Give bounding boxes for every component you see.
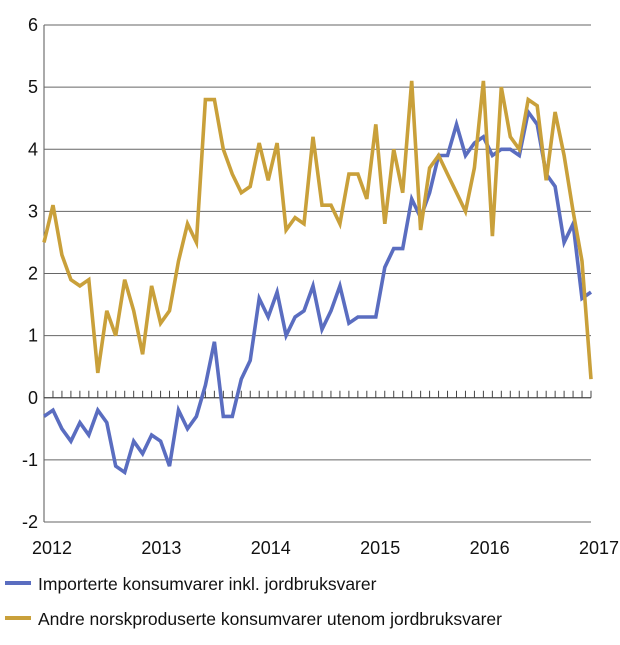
y-tick-label: 1 <box>28 326 38 346</box>
x-tick-label: 2016 <box>470 538 510 558</box>
legend: Importerte konsumvarer inkl. jordbruksva… <box>5 574 502 629</box>
legend-label-andre: Andre norskproduserte konsumvarer utenom… <box>38 609 502 629</box>
x-axis-ticks: 2012 2013 2014 2015 2016 2017 <box>32 390 619 558</box>
series-lines <box>42 80 593 476</box>
y-tick-label: 2 <box>28 264 38 284</box>
y-axis-ticks: -2 -1 0 1 2 3 4 5 6 <box>22 15 38 532</box>
x-tick-label: 2012 <box>32 538 72 558</box>
x-tick-label: 2015 <box>360 538 400 558</box>
x-tick-label: 2017 <box>579 538 619 558</box>
series-line-0 <box>42 107 593 476</box>
y-tick-label: 5 <box>28 77 38 97</box>
legend-label-importerte: Importerte konsumvarer inkl. jordbruksva… <box>38 574 377 594</box>
y-tick-label: 3 <box>28 201 38 221</box>
x-tick-label: 2013 <box>141 538 181 558</box>
y-tick-label: -1 <box>22 450 38 470</box>
series-line-1 <box>42 80 593 380</box>
x-tick-label: 2014 <box>251 538 291 558</box>
y-tick-label: 4 <box>28 139 38 159</box>
y-tick-label: -2 <box>22 512 38 532</box>
y-tick-label: 6 <box>28 15 38 35</box>
gridlines <box>43 24 591 523</box>
y-tick-label: 0 <box>28 388 38 408</box>
